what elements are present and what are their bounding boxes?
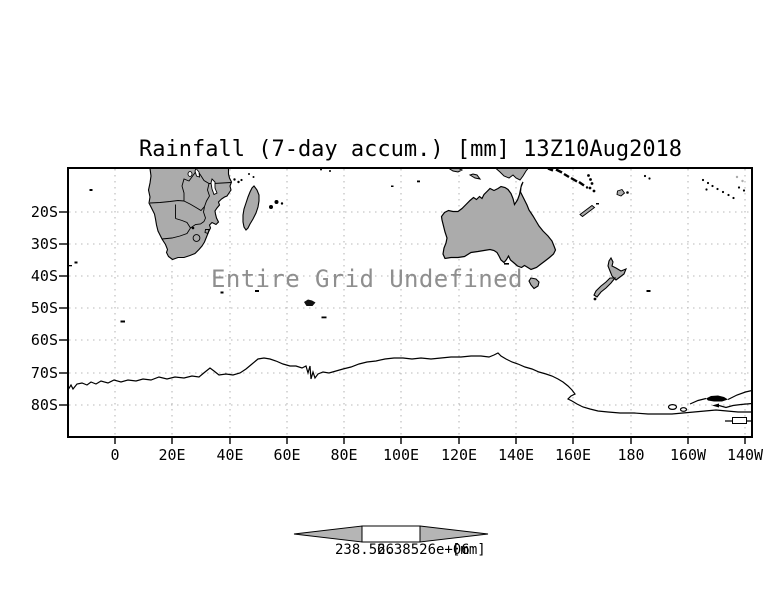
kerguelen-island [304, 299, 316, 306]
inland-dot [191, 226, 195, 230]
stewart-island [593, 297, 597, 301]
colorbar [293, 525, 489, 543]
y-axis-label: 20S [30, 203, 58, 221]
x-axis-label: 140E [497, 446, 535, 464]
x-axis-label: 160W [669, 446, 707, 464]
indian-ocean-islands [69, 168, 420, 323]
tonga-samoa-specks [643, 174, 746, 200]
flores-island [447, 168, 464, 173]
rodrigues [280, 202, 284, 205]
christmas-island [417, 180, 420, 183]
country-borders [149, 169, 232, 240]
x-axis-label: 140W [726, 446, 764, 464]
solomon-islands [547, 167, 585, 187]
chatham-islands [646, 290, 651, 292]
timor-island [468, 173, 482, 180]
x-axis-label: 0 [110, 446, 120, 464]
ice-shelf-blob [706, 395, 728, 402]
st-helena [89, 189, 93, 191]
colorbar-min-label: 238.526 [335, 542, 395, 558]
reunion [269, 205, 273, 209]
x-axis-label: 120E [440, 446, 478, 464]
south-island [593, 277, 617, 298]
lesotho-border [192, 234, 201, 242]
north-island [607, 256, 627, 281]
y-axis-label: 80S [30, 396, 58, 414]
ross-islet [679, 407, 688, 412]
x-axis-label: 100E [382, 446, 420, 464]
bouvet-island [120, 320, 125, 323]
african-lakes [187, 167, 218, 196]
shelf-edge-arrow [712, 403, 719, 408]
mauritius [274, 200, 279, 204]
y-axis-label: 30S [30, 235, 58, 253]
australia-landmass [440, 181, 557, 290]
x-axis-label: 160E [554, 446, 592, 464]
new-guinea-landmass [447, 168, 530, 181]
axis-ticks [59, 211, 746, 444]
x-axis-label: 20E [158, 446, 186, 464]
map-frame [67, 167, 753, 438]
x-axis-label: 180 [617, 446, 645, 464]
heard-island [321, 316, 327, 319]
marion-island [220, 291, 224, 294]
new-zealand-islands [593, 256, 627, 301]
colorbar-right-arrow [419, 525, 489, 543]
fiji [616, 188, 626, 197]
pacific-islands [547, 167, 746, 292]
colorbar-max-label: 6.38526e+06 [377, 542, 470, 558]
x-axis-label: 40E [216, 446, 244, 464]
y-axis-label: 70S [30, 364, 58, 382]
grid-lines [69, 169, 751, 436]
africa-landmass [147, 167, 233, 261]
colorbar-units-label: [mm] [452, 542, 486, 558]
colorbar-left-arrow [293, 525, 363, 543]
y-axis-label: 40S [30, 267, 58, 285]
tasmania-island [528, 277, 540, 290]
x-axis-label: 60E [273, 446, 301, 464]
y-axis-label: 50S [30, 299, 58, 317]
tristan-da-cunha [74, 261, 78, 264]
antarctica-coastline [67, 352, 753, 424]
cocos-island [391, 185, 394, 187]
ross-island [667, 404, 678, 411]
plot-title: Rainfall (7-day accum.) [mm] 13Z10Aug201… [139, 137, 683, 162]
undefined-grid-message: Entire Grid Undefined [211, 265, 523, 293]
new-caledonia [579, 204, 596, 218]
ice-notch [732, 417, 747, 424]
crozet-islands [255, 290, 259, 292]
kangaroo-island [504, 263, 509, 265]
x-axis-label: 80E [330, 446, 358, 464]
y-axis-label: 60S [30, 331, 58, 349]
madagascar-island [242, 185, 260, 231]
colorbar-mid-box [361, 525, 421, 543]
comoros [233, 178, 236, 181]
vanuatu [587, 174, 596, 193]
